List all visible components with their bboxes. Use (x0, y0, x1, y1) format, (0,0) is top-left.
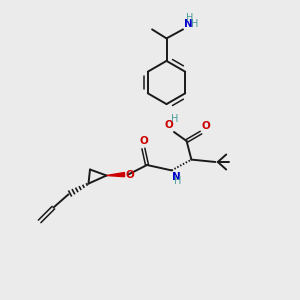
Text: H: H (186, 13, 193, 23)
Text: O: O (164, 120, 173, 130)
Text: H: H (191, 19, 198, 29)
Text: H: H (174, 176, 181, 186)
Text: O: O (202, 122, 211, 131)
Text: O: O (139, 136, 148, 146)
Text: N: N (184, 19, 192, 29)
Text: N: N (172, 172, 181, 182)
Text: O: O (126, 170, 135, 181)
Text: H: H (171, 115, 178, 124)
Polygon shape (106, 172, 124, 177)
